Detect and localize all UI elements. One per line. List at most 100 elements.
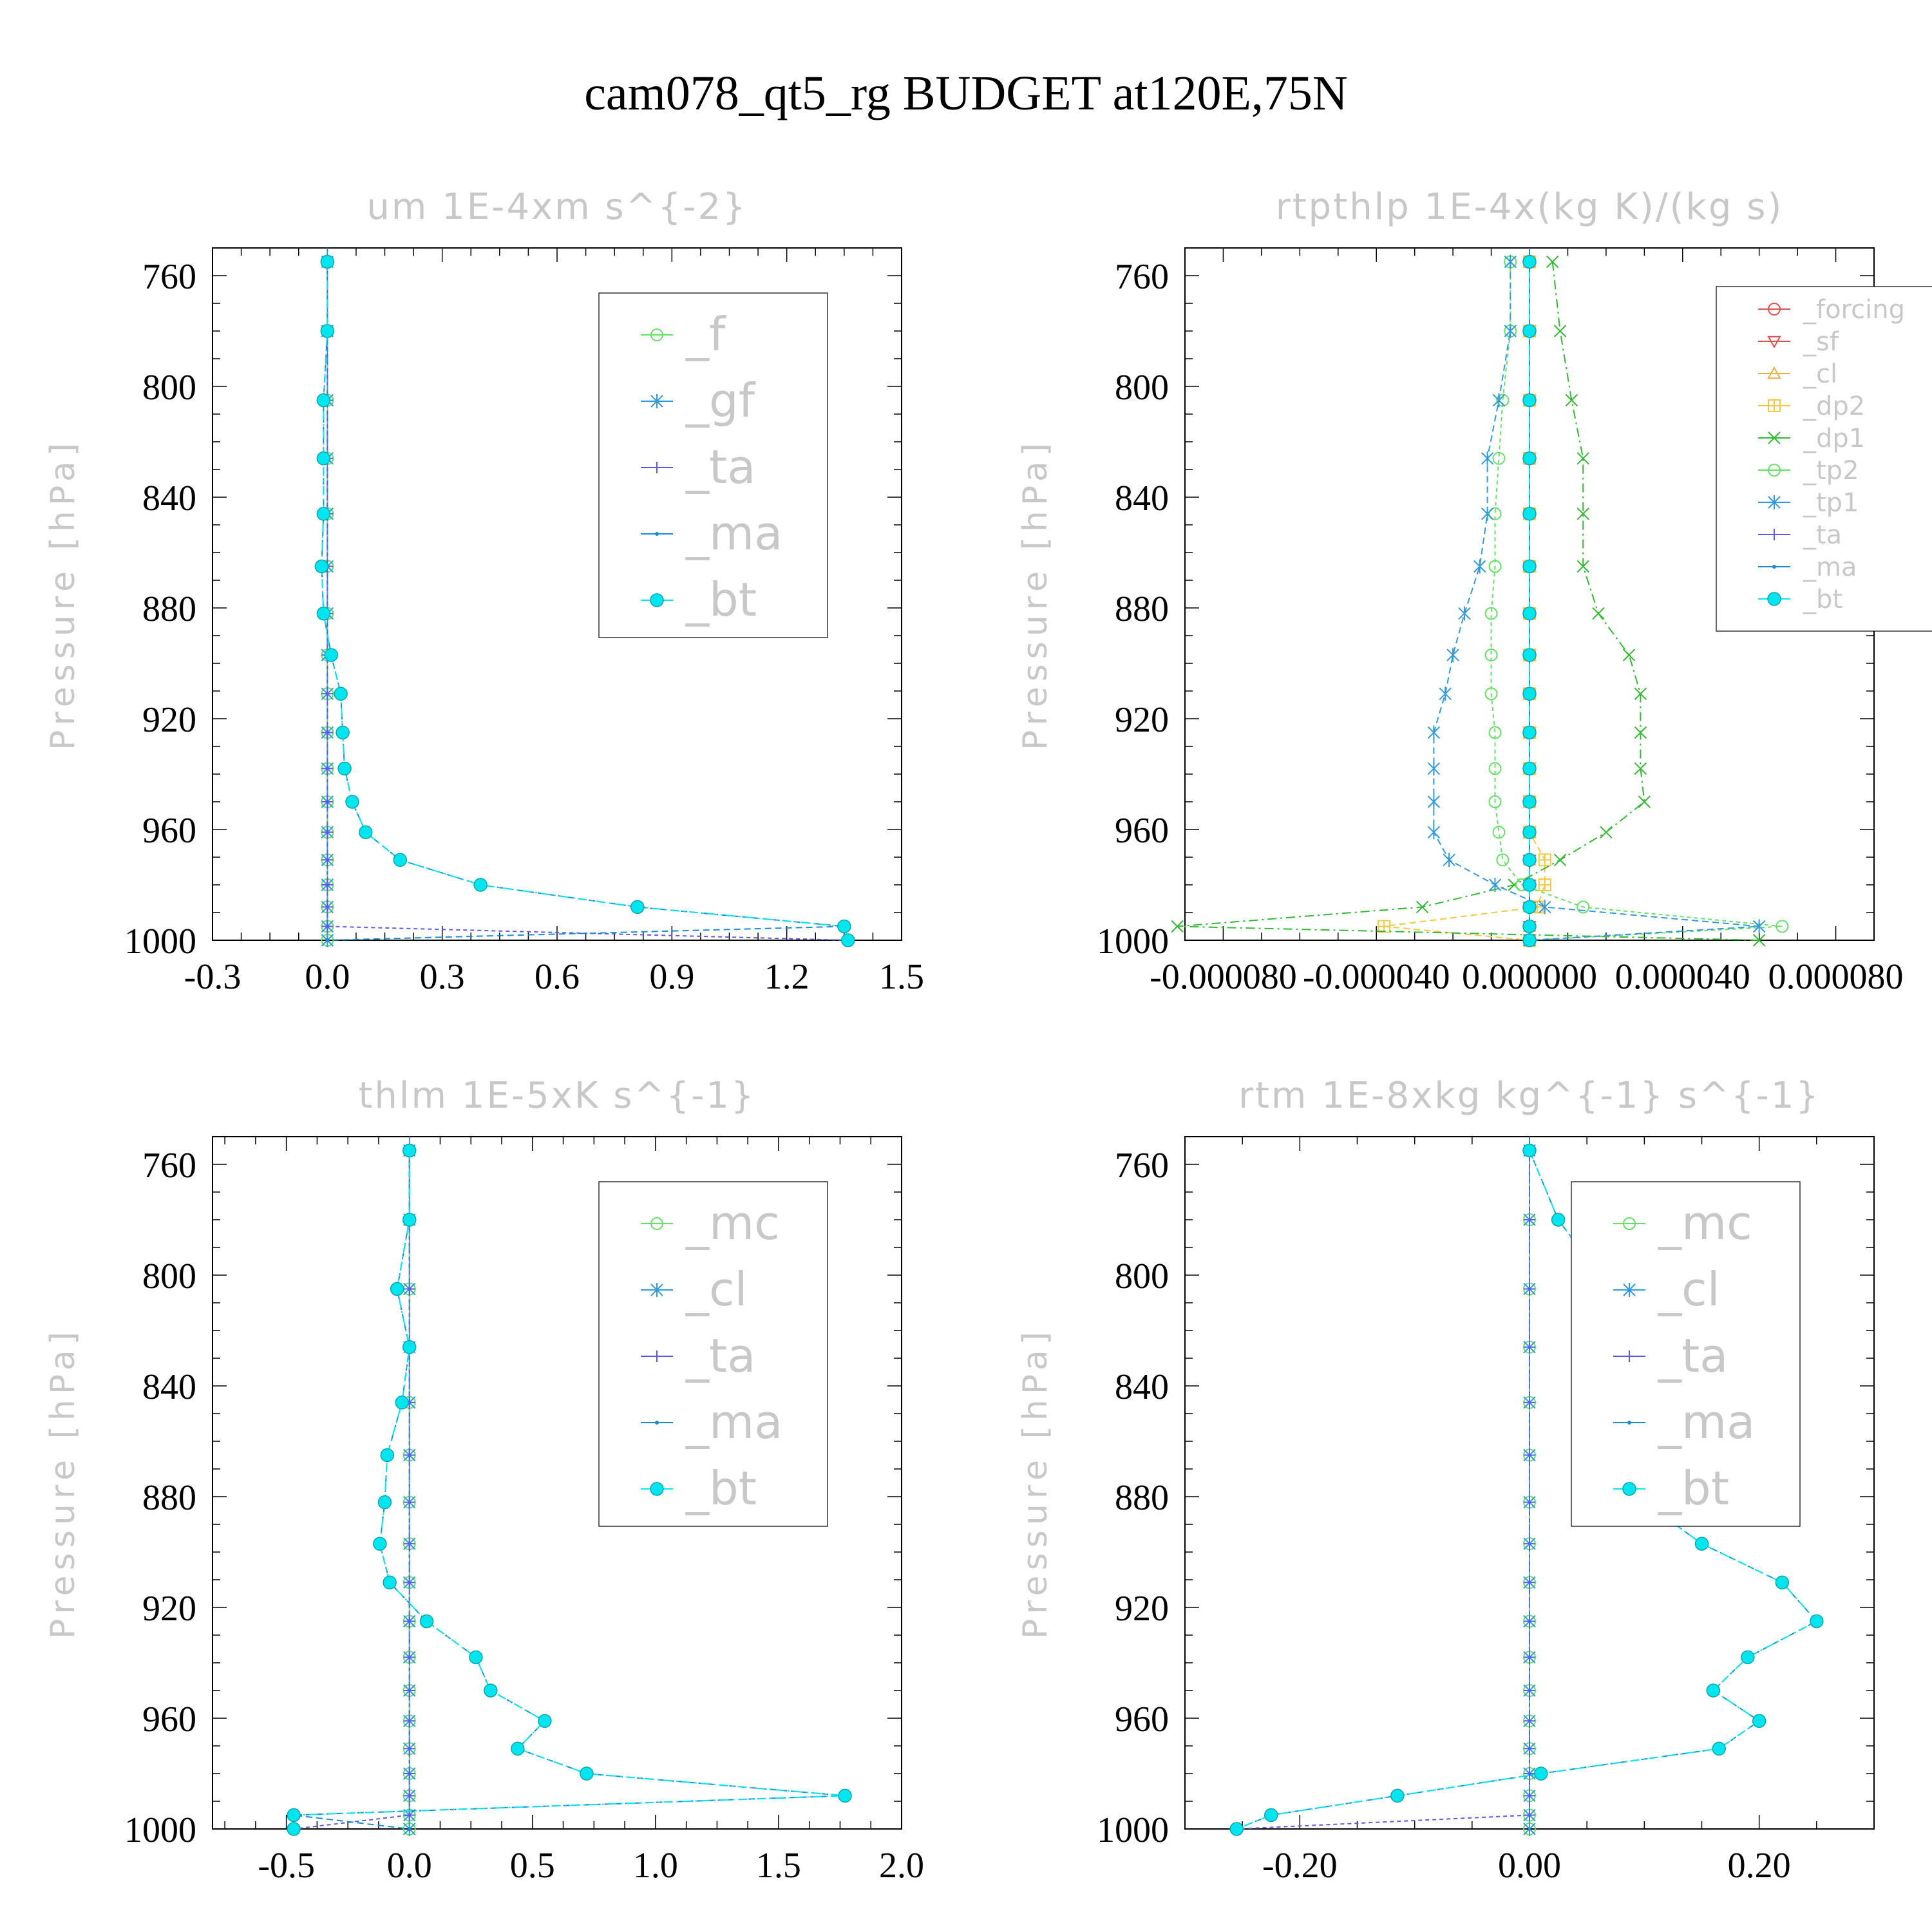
legend-marker	[1767, 366, 1781, 379]
data-point	[1439, 687, 1452, 701]
data-point	[1446, 648, 1459, 663]
data-point	[1378, 920, 1391, 933]
data-point	[403, 1715, 415, 1727]
data-point	[1522, 1143, 1537, 1158]
data-point	[403, 1538, 415, 1550]
legend-label: _ta	[1658, 1329, 1728, 1383]
legend-label: _dp2	[1803, 392, 1865, 421]
legend-marker	[1768, 399, 1781, 412]
y-tick-label: 880	[142, 589, 196, 629]
legend-marker	[1768, 529, 1780, 540]
data-point	[1638, 795, 1651, 808]
data-point	[1752, 1714, 1766, 1728]
x-tick-label: 0.9	[649, 957, 694, 997]
data-point	[1443, 853, 1455, 867]
data-point	[395, 1396, 409, 1410]
data-point	[377, 1495, 392, 1510]
legend-marker	[655, 1421, 659, 1425]
data-point	[1522, 324, 1537, 338]
x-tick-label: 1.5	[756, 1846, 801, 1886]
legend-marker	[1768, 464, 1781, 477]
legend-marker	[1772, 565, 1776, 569]
data-point	[1524, 1214, 1535, 1226]
legend-marker	[1623, 1217, 1636, 1230]
data-point	[1634, 687, 1647, 701]
x-tick-label: 0.20	[1728, 1846, 1791, 1886]
y-tick-label: 880	[1115, 1478, 1169, 1518]
legend-item: _f	[641, 307, 726, 361]
data-point	[1504, 324, 1517, 338]
x-tick-label: 0.000000	[1462, 957, 1597, 997]
panel-4: rtm 1E-8xkg kg^{-1} s^{-1} Pressure [hPa]…	[1016, 1075, 1875, 1886]
data-point	[403, 1685, 415, 1696]
y-tick-label: 760	[1115, 257, 1169, 297]
data-point	[320, 254, 335, 269]
data-point	[1229, 1822, 1244, 1836]
data-point	[1492, 393, 1506, 408]
data-point	[1522, 900, 1537, 914]
legend-item: _tp1	[1758, 488, 1859, 518]
y-axis-label: Pressure [hPa]	[1016, 438, 1055, 750]
data-point	[1492, 826, 1506, 839]
data-point	[321, 726, 334, 739]
data-point	[1539, 900, 1551, 914]
legend-marker	[1768, 431, 1781, 444]
data-point	[1524, 1396, 1535, 1408]
data-point	[1458, 606, 1471, 621]
y-tick-label: 960	[142, 1700, 196, 1739]
data-point	[314, 559, 329, 574]
x-tick-label: -0.000080	[1150, 957, 1297, 997]
legend-marker	[650, 593, 664, 607]
data-point	[838, 1788, 852, 1803]
legend-item: _bt	[641, 573, 757, 627]
data-point	[1634, 762, 1647, 775]
data-point	[1706, 1683, 1721, 1698]
data-point	[1810, 1614, 1824, 1629]
data-point	[316, 393, 331, 408]
y-tick-label: 800	[142, 368, 196, 408]
data-point	[1522, 451, 1537, 466]
legend-item: _ma	[1613, 1395, 1755, 1449]
legend-item: _bt	[1613, 1461, 1729, 1515]
x-tick-label: 1.2	[764, 957, 810, 997]
data-point	[1577, 560, 1589, 573]
y-tick-label: 1000	[124, 922, 196, 961]
legend-item: _ma	[641, 506, 782, 560]
data-point	[1524, 1715, 1535, 1727]
data-point	[1484, 607, 1498, 620]
legend-label: _mc	[1658, 1196, 1752, 1250]
data-point	[1484, 649, 1498, 662]
data-point	[1577, 507, 1589, 520]
data-point	[1522, 648, 1537, 662]
data-point	[1522, 825, 1537, 840]
x-tick-label: 0.3	[420, 957, 465, 997]
data-point	[1522, 254, 1537, 269]
legend-item: _cl	[1613, 1262, 1720, 1316]
data-point	[1776, 920, 1789, 933]
data-point	[1524, 1283, 1535, 1295]
y-tick-label: 800	[1115, 368, 1169, 408]
legend: _mc _cl _ta _ma _bt	[598, 1181, 828, 1527]
data-point	[403, 1790, 415, 1802]
legend-label: _ma	[1658, 1395, 1755, 1449]
data-point	[511, 1741, 525, 1756]
data-point	[580, 1766, 594, 1781]
data-point	[1534, 1766, 1548, 1781]
legend-label: _ma	[685, 1395, 782, 1449]
data-point	[1522, 687, 1537, 701]
data-point	[1522, 507, 1537, 521]
y-tick-label: 760	[142, 257, 196, 297]
series-tp1	[1427, 254, 1766, 947]
legend-label: _forcing	[1803, 295, 1905, 325]
panel-2: rtpthlp 1E-4x(kg K)/(kg s) Pressure [hPa]…	[1016, 186, 1932, 997]
legend-item: _ma	[641, 1395, 782, 1449]
data-point	[1488, 878, 1502, 892]
data-point	[1488, 507, 1502, 520]
series-line	[1177, 261, 1759, 941]
legend-item: _ta	[1758, 520, 1842, 550]
y-tick-label: 840	[1115, 478, 1169, 518]
data-point	[538, 1714, 552, 1728]
legend-marker	[650, 1482, 664, 1496]
y-tick-label: 760	[142, 1146, 196, 1186]
